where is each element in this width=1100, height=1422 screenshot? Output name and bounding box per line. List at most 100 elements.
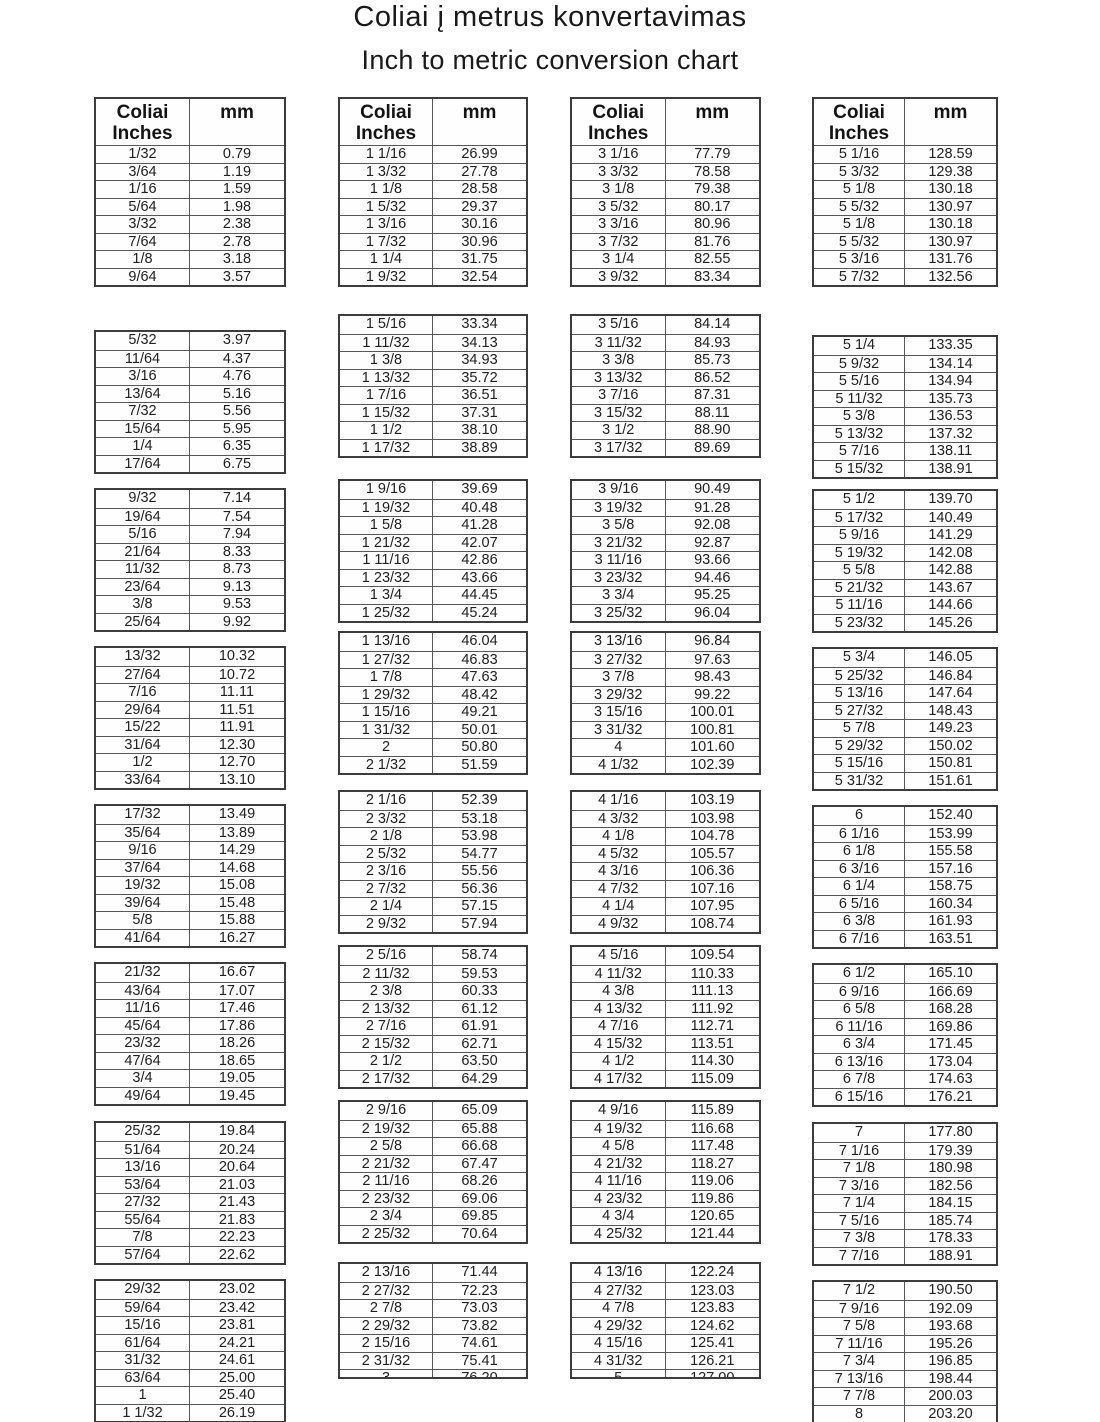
cell-mm: 80.96 bbox=[694, 216, 731, 232]
table-row: 8 203.20 bbox=[814, 1404, 996, 1422]
table-row: 1 5/8 41.28 bbox=[340, 516, 526, 534]
cell-inches: 41/64 bbox=[96, 929, 190, 946]
cell-mm: 53.18 bbox=[461, 810, 498, 827]
cell-inches: 4 1/32 bbox=[572, 756, 666, 773]
cell-inches: 5 31/32 bbox=[814, 772, 905, 789]
cell-inches: 5 13/32 bbox=[814, 425, 905, 442]
table-row: 17/32 13.49 bbox=[96, 806, 284, 824]
cell-inches: 1 1/32 bbox=[96, 1404, 190, 1421]
cell-inches: 5/8 bbox=[96, 912, 190, 929]
cell-inches: 5 1/4 bbox=[814, 337, 905, 355]
cell-mm: 56.36 bbox=[461, 880, 498, 897]
cell-mm: 9.13 bbox=[222, 578, 252, 595]
cell-mm: 131.76 bbox=[928, 251, 973, 267]
cell-mm: 124.62 bbox=[690, 1317, 735, 1334]
cell-inches: 1 15/32 bbox=[340, 404, 433, 421]
cell-mm: 138.11 bbox=[928, 443, 973, 459]
cell-mm: 95.25 bbox=[694, 587, 731, 603]
cell-mm: 142.88 bbox=[928, 562, 973, 578]
table-row: 7 9/16 192.09 bbox=[814, 1299, 996, 1317]
cell-inches: 3 3/32 bbox=[572, 163, 666, 180]
cell-inches: 1 5/16 bbox=[340, 316, 433, 334]
table-row: 7 5/16 185.74 bbox=[814, 1211, 996, 1229]
table-row: 6 7/16 163.51 bbox=[814, 929, 996, 947]
cell-mm: 46.04 bbox=[461, 633, 498, 649]
table-row: 2 1/2 63.50 bbox=[340, 1052, 526, 1070]
table-row: 6 1/16 153.99 bbox=[814, 824, 996, 842]
cell-inches: 1/16 bbox=[96, 181, 190, 198]
table-block-col3-8: 4 13/16 122.24 4 27/32 123.03 4 7/8 123.83 4 2… bbox=[570, 1262, 761, 1379]
cell-mm: 26.19 bbox=[218, 1404, 256, 1421]
cell-inches: 1 13/32 bbox=[340, 369, 433, 386]
cell-inches: 9/32 bbox=[96, 490, 190, 508]
cell-mm: 180.98 bbox=[928, 1160, 973, 1176]
cell-mm: 92.87 bbox=[694, 534, 731, 551]
table-row: 5 31/32 151.61 bbox=[814, 771, 996, 789]
cell-inches: 4 21/32 bbox=[572, 1155, 666, 1172]
cell-mm: 60.33 bbox=[461, 983, 498, 999]
cell-inches: 5/16 bbox=[96, 526, 190, 543]
table-row: 3/16 4.76 bbox=[96, 367, 284, 385]
cell-inches: 4 19/32 bbox=[572, 1120, 666, 1137]
cell-inches: 1 3/32 bbox=[340, 163, 433, 180]
cell-inches: 4 29/32 bbox=[572, 1317, 666, 1334]
cell-inches: 4 11/32 bbox=[572, 965, 666, 982]
cell-inches: 11/32 bbox=[96, 561, 190, 578]
cell-mm: 68.26 bbox=[461, 1173, 498, 1189]
cell-inches: 4 9/16 bbox=[572, 1102, 666, 1120]
cell-mm: 145.26 bbox=[928, 614, 973, 631]
cell-mm: 64.29 bbox=[461, 1070, 498, 1087]
table-block-col3-7: 4 9/16 115.89 4 19/32 116.68 4 5/8 117.48 4 21… bbox=[570, 1100, 761, 1244]
cell-mm: 49.21 bbox=[461, 704, 498, 720]
cell-mm: 5.16 bbox=[222, 385, 252, 402]
cell-inches: 1 21/32 bbox=[340, 534, 433, 551]
cell-mm: 130.97 bbox=[928, 233, 973, 250]
cell-mm: 179.39 bbox=[928, 1142, 973, 1159]
table-row: 11/64 4.37 bbox=[96, 349, 284, 367]
cell-inches: 1 31/32 bbox=[340, 721, 433, 738]
cell-inches: 5 3/32 bbox=[814, 163, 905, 180]
table-row: 6 1/4 158.75 bbox=[814, 877, 996, 895]
table-row: 31/32 24.61 bbox=[96, 1351, 284, 1369]
table-row: 1/4 6.35 bbox=[96, 437, 284, 455]
cell-mm: 13.49 bbox=[218, 806, 256, 822]
table-row: 4 7/16 112.71 bbox=[572, 1017, 759, 1035]
cell-inches: 61/64 bbox=[96, 1334, 190, 1351]
cell-mm: 121.44 bbox=[690, 1225, 735, 1242]
table-row: 13/32 10.32 bbox=[96, 648, 284, 666]
table-row: 15/22 11.91 bbox=[96, 718, 284, 736]
cell-inches: 5 25/32 bbox=[814, 667, 905, 684]
cell-inches: 1 19/32 bbox=[340, 499, 433, 516]
table-row: 2 13/32 61.12 bbox=[340, 999, 526, 1017]
cell-mm: 153.99 bbox=[928, 825, 973, 842]
cell-mm: 148.43 bbox=[928, 702, 973, 719]
cell-inches: 4 31/32 bbox=[572, 1352, 666, 1369]
table-row: 51/64 20.24 bbox=[96, 1140, 284, 1158]
cell-inches: 3 11/32 bbox=[572, 334, 666, 351]
cell-inches: 7/64 bbox=[96, 233, 190, 250]
page-title-lithuanian: Coliai į metrus konvertavimas bbox=[353, 1, 747, 33]
table-row: 1 7/8 47.63 bbox=[340, 668, 526, 686]
table-block-col1-4: 13/32 10.32 27/64 10.72 7/16 11.11 29/64 11.51 1… bbox=[94, 646, 286, 790]
cell-mm: 163.51 bbox=[928, 930, 973, 947]
table-row: 5 13/16 147.64 bbox=[814, 684, 996, 702]
cell-mm: 15.88 bbox=[218, 912, 256, 928]
table-row: 1 31/32 50.01 bbox=[340, 720, 526, 738]
cell-mm: 32.54 bbox=[461, 268, 498, 285]
cell-mm: 17.86 bbox=[218, 1017, 256, 1034]
cell-inches: 7 5/8 bbox=[814, 1318, 905, 1335]
table-row: 1/32 0.79 bbox=[96, 145, 284, 163]
table-row: 29/64 11.51 bbox=[96, 700, 284, 718]
table-row: 4 3/32 103.98 bbox=[572, 809, 759, 827]
cell-inches: 7 5/16 bbox=[814, 1212, 905, 1229]
table-row: 4 1/32 102.39 bbox=[572, 755, 759, 773]
cell-inches: 1 1/4 bbox=[340, 251, 433, 268]
table-row: 2 1/8 53.98 bbox=[340, 827, 526, 845]
cell-inches: 29/64 bbox=[96, 701, 190, 718]
cell-mm: 16.27 bbox=[218, 929, 256, 946]
cell-mm: 79.38 bbox=[694, 181, 731, 197]
table-row: 5 3/16 131.76 bbox=[814, 250, 996, 268]
table-row: 61/64 24.21 bbox=[96, 1333, 284, 1351]
table-row: 4 13/16 122.24 bbox=[572, 1264, 759, 1282]
table-row: 5 15/16 150.81 bbox=[814, 754, 996, 772]
